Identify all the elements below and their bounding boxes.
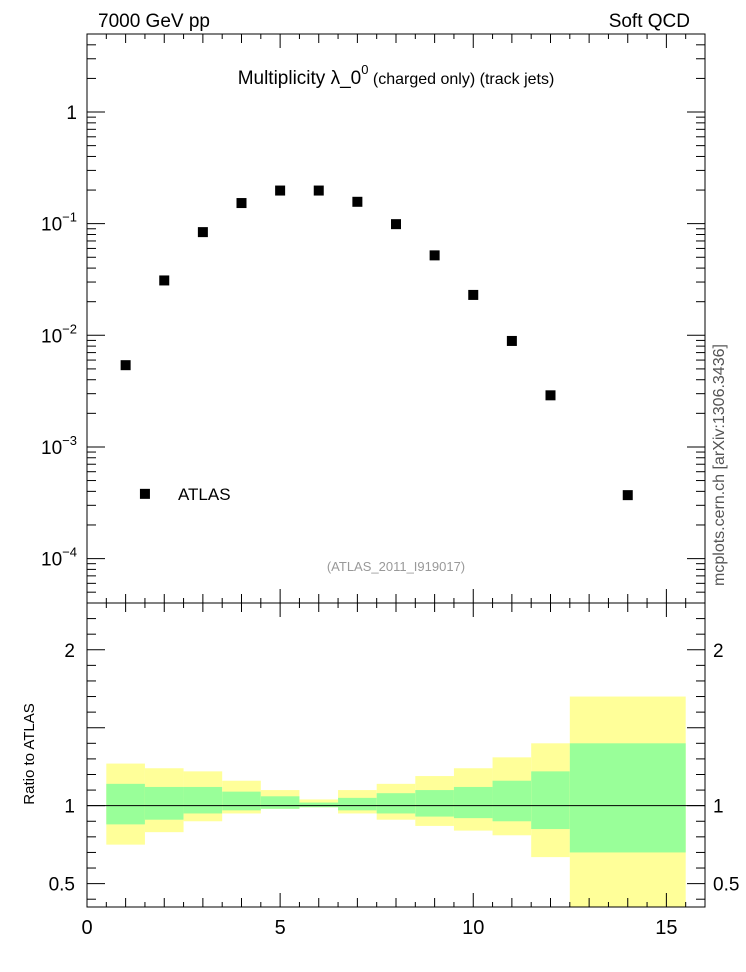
data-point bbox=[275, 185, 286, 196]
ratio-bands bbox=[87, 696, 705, 907]
x-tick-label: 0 bbox=[81, 917, 92, 939]
legend: ATLAS bbox=[139, 485, 231, 504]
ratio-inner-band-9 bbox=[453, 786, 493, 819]
ratio-inner-band-2 bbox=[183, 786, 223, 814]
ratio-inner-band-6 bbox=[338, 797, 377, 811]
data-point bbox=[468, 289, 479, 300]
ratio-inner-band-7 bbox=[376, 793, 416, 814]
y-tick-label-ratio-left: 2 bbox=[64, 641, 75, 662]
ratio-inner-band-4 bbox=[260, 796, 300, 809]
chart-title: Multiplicity λ_00 (charged only) (track … bbox=[238, 62, 555, 89]
data-point bbox=[313, 185, 324, 196]
y-tick-label-main: 10−1 bbox=[41, 210, 77, 236]
ratio-inner-band-1 bbox=[144, 786, 184, 820]
data-point bbox=[545, 390, 556, 401]
title-main: Multiplicity λ_0 bbox=[238, 68, 362, 89]
x-tick-label: 15 bbox=[655, 917, 677, 939]
y-tick-label-ratio-right: 1 bbox=[713, 797, 724, 818]
title-superscript: 0 bbox=[361, 62, 368, 77]
y-tick-label-main: 1 bbox=[66, 103, 77, 124]
data-point bbox=[391, 219, 401, 230]
data-point bbox=[352, 196, 363, 207]
y-tick-label-main: 10−4 bbox=[41, 545, 77, 571]
tick-labels: 1 10−1 10−2 10−3 10−4 2 2 1 1 0.5 0.5 0 5 10 15 bbox=[41, 103, 739, 939]
data-point bbox=[236, 198, 247, 209]
ratio-inner-band-12 bbox=[569, 743, 686, 853]
data-point bbox=[429, 250, 440, 261]
source-label: mcplots.cern.ch [arXiv:1306.3436] bbox=[711, 344, 728, 586]
y-tick-label-ratio-right: 2 bbox=[713, 641, 724, 662]
legend-marker bbox=[139, 488, 150, 499]
main-plot-frame bbox=[86, 33, 706, 604]
legend-label: ATLAS bbox=[178, 485, 231, 504]
x-tick-label: 5 bbox=[275, 917, 286, 939]
data-points bbox=[120, 185, 633, 501]
energy-label: 7000 GeV pp bbox=[98, 11, 210, 32]
ratio-inner-band-0 bbox=[106, 783, 145, 825]
ratio-inner-band-8 bbox=[415, 790, 454, 817]
ratio-plot-frame bbox=[86, 602, 706, 908]
y-tick-label-ratio-left: 1 bbox=[64, 797, 75, 818]
plot-frames bbox=[86, 33, 706, 908]
ratio-inner-band-10 bbox=[492, 780, 532, 822]
data-point bbox=[622, 490, 633, 501]
ratio-inner-band-11 bbox=[531, 771, 570, 830]
y-tick-label-ratio-right: 0.5 bbox=[713, 875, 739, 896]
data-point bbox=[197, 227, 208, 238]
ratio-axis-label: Ratio to ATLAS bbox=[21, 703, 38, 804]
ratio-inner-band-3 bbox=[222, 791, 261, 811]
y-tick-label-main: 10−3 bbox=[41, 433, 77, 459]
x-tick-label: 10 bbox=[462, 917, 484, 939]
title-suffix: (charged only) (track jets) bbox=[368, 71, 554, 88]
data-point bbox=[120, 360, 131, 371]
data-point bbox=[159, 275, 170, 286]
analysis-label: (ATLAS_2011_I919017) bbox=[327, 559, 465, 574]
axis-ticks bbox=[86, 33, 705, 907]
y-tick-label-ratio-left: 0.5 bbox=[49, 875, 75, 896]
data-point bbox=[506, 335, 517, 346]
category-label: Soft QCD bbox=[609, 11, 690, 32]
y-tick-label-main: 10−2 bbox=[41, 321, 77, 347]
ratio-inner-band-5 bbox=[299, 802, 339, 808]
